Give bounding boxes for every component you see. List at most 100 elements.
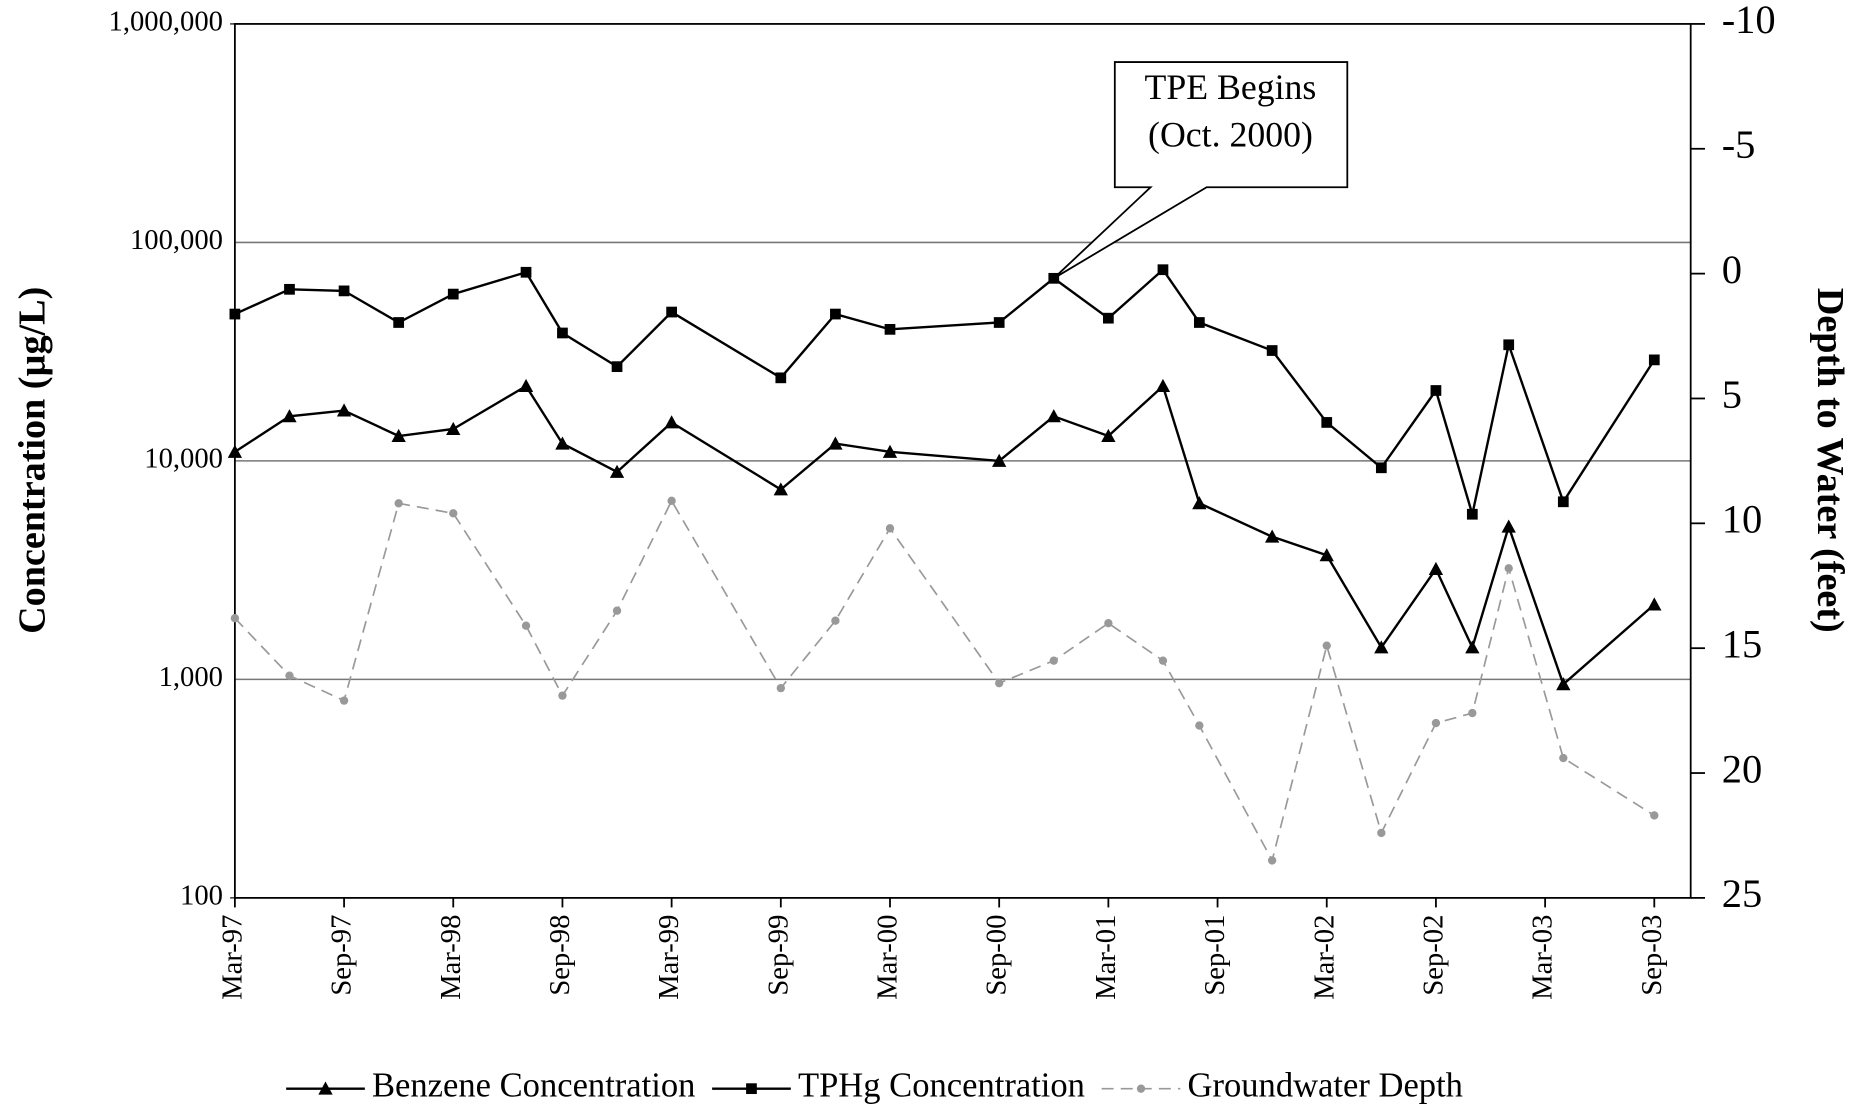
marker — [558, 691, 567, 700]
marker — [1377, 828, 1386, 838]
marker — [775, 372, 787, 384]
marker — [1375, 462, 1387, 474]
marker — [557, 327, 568, 339]
marker — [555, 436, 570, 450]
x-tick-label: Mar-03 — [1528, 915, 1559, 1000]
marker — [227, 444, 243, 458]
marker — [336, 403, 352, 417]
marker — [518, 378, 534, 393]
x-tick-label: Sep-03 — [1637, 915, 1668, 996]
y2-tick-label: 5 — [1722, 372, 1742, 417]
marker — [831, 616, 840, 625]
marker — [1466, 508, 1478, 520]
marker — [884, 323, 896, 335]
y2-tick-label: 25 — [1722, 871, 1763, 916]
marker — [612, 606, 622, 615]
series-line — [234, 267, 1656, 515]
y2-tick-label: -5 — [1722, 122, 1756, 167]
marker — [338, 285, 350, 297]
marker — [230, 614, 240, 623]
y-tick-label: 1,000,000 — [109, 6, 223, 37]
series-line — [234, 499, 1655, 863]
marker — [1468, 708, 1477, 718]
marker — [1046, 409, 1061, 423]
marker — [1556, 677, 1571, 691]
y-axis-title: Concentration (µg/L) — [12, 287, 54, 634]
marker — [1504, 564, 1513, 573]
x-tick-label: Mar-01 — [1091, 915, 1122, 1000]
marker — [1049, 656, 1058, 665]
x-tick-label: Mar-99 — [654, 915, 685, 1000]
x-tick-label: Sep-97 — [327, 915, 358, 996]
marker — [1195, 721, 1204, 730]
marker — [1322, 641, 1331, 650]
series-line — [234, 383, 1656, 687]
legend-label: Benzene Concentration — [372, 1067, 695, 1105]
marker — [394, 499, 403, 508]
marker — [391, 428, 406, 442]
marker — [449, 509, 458, 518]
marker — [1155, 378, 1171, 393]
legend-label: Groundwater Depth — [1188, 1067, 1463, 1105]
y2-tick-label: 15 — [1722, 621, 1763, 666]
x-tick-label: Sep-99 — [763, 915, 794, 996]
marker — [1428, 561, 1444, 575]
marker — [1431, 718, 1441, 728]
x-tick-label: Sep-01 — [1200, 915, 1231, 996]
marker — [1104, 619, 1113, 628]
marker — [1267, 856, 1277, 865]
marker — [1319, 548, 1334, 562]
marker — [1650, 811, 1659, 820]
marker — [1158, 656, 1168, 665]
marker — [746, 1083, 757, 1095]
marker — [1157, 264, 1169, 276]
marker — [339, 696, 349, 705]
y2-tick-label: 10 — [1722, 497, 1763, 542]
marker — [776, 683, 785, 693]
marker — [1192, 496, 1207, 510]
marker — [830, 308, 841, 320]
marker — [995, 678, 1004, 688]
legend: Benzene Concentration TPHg Concentration G… — [286, 1067, 1463, 1105]
marker — [773, 482, 788, 496]
marker — [446, 421, 461, 435]
marker — [285, 671, 294, 680]
marker — [1136, 1084, 1146, 1093]
x-tick-label: Mar-97 — [217, 915, 248, 1000]
marker — [1264, 529, 1280, 543]
annotation-text: (Oct. 2000) — [1148, 115, 1313, 155]
marker — [318, 1081, 333, 1095]
annotation-box — [1053, 61, 1349, 280]
marker — [521, 621, 531, 630]
plot-frame — [233, 23, 1692, 899]
y2-tick-label: 0 — [1722, 247, 1742, 292]
marker — [1266, 345, 1278, 356]
y-tick-label: 100,000 — [130, 225, 223, 256]
marker — [447, 288, 459, 300]
marker — [666, 306, 677, 318]
annotation-text: TPE Begins — [1145, 67, 1317, 107]
marker — [664, 415, 679, 429]
marker — [1557, 496, 1569, 508]
y2-tick-label: -10 — [1722, 0, 1776, 42]
marker — [1374, 640, 1389, 654]
x-tick-label: Sep-02 — [1418, 915, 1449, 996]
marker — [1648, 354, 1660, 366]
marker — [828, 436, 843, 450]
marker — [609, 464, 625, 478]
x-tick-label: Sep-98 — [545, 915, 576, 996]
marker — [1503, 339, 1515, 351]
marker — [282, 409, 297, 423]
y2-tick-label: 20 — [1722, 746, 1763, 791]
marker — [992, 453, 1007, 467]
marker — [885, 524, 895, 533]
marker — [667, 496, 676, 506]
marker — [1559, 753, 1568, 763]
marker — [284, 283, 295, 295]
legend-label: TPHg Concentration — [798, 1067, 1085, 1105]
x-tick-label: Sep-00 — [982, 915, 1013, 996]
marker — [1103, 312, 1114, 324]
marker — [882, 444, 898, 458]
